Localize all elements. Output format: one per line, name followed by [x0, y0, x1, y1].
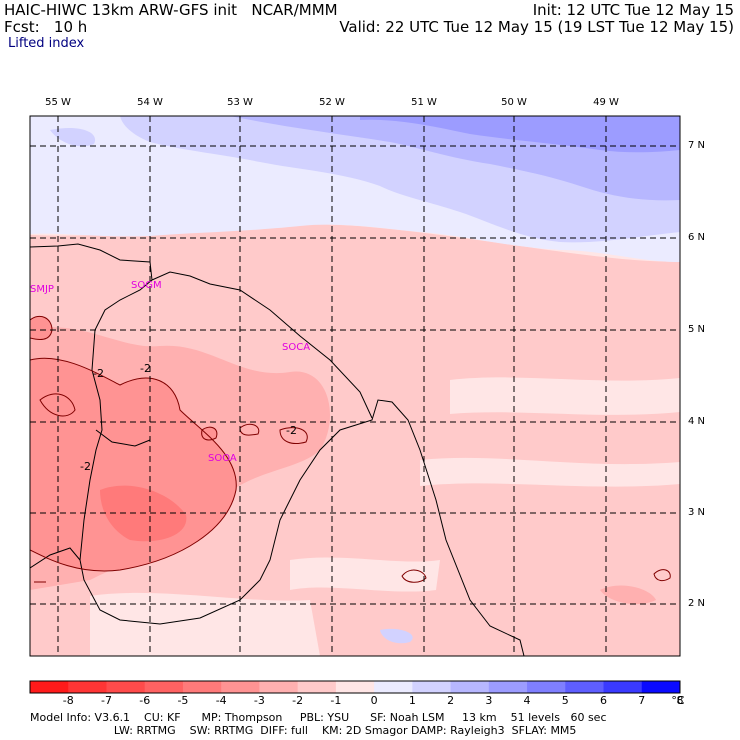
colorbar [30, 681, 681, 693]
colorbar-segment [565, 681, 605, 693]
contour-label: -2 [93, 367, 104, 380]
colorbar-segment [488, 681, 528, 693]
lon-label: 52 W [319, 97, 345, 108]
lon-label: 49 W [593, 97, 619, 108]
init-time: Init: 12 UTC Tue 12 May 15 [532, 1, 734, 19]
model-info-line-1: Model Info: V3.6.1 CU: KF MP: Thompson P… [30, 711, 607, 724]
colorbar-tick-label: 5 [561, 694, 569, 707]
colorbar-tick-label: 4 [523, 694, 531, 707]
lat-label: 6 N [688, 232, 706, 243]
colorbar-tick-label: 7 [638, 694, 646, 707]
colorbar-segment [374, 681, 413, 693]
station-label: SOOA [208, 453, 237, 464]
colorbar-tick-label: -7 [100, 694, 112, 707]
colorbar-segment [144, 681, 184, 693]
colorbar-tick-label: 0 [370, 694, 378, 707]
lon-label: 54 W [137, 97, 163, 108]
colorbar-segment [30, 681, 69, 693]
colorbar-segment [412, 681, 452, 693]
map-frame [29, 115, 681, 657]
colorbar-segment [297, 681, 337, 693]
colorbar-segment [106, 681, 146, 693]
colorbar-segment [527, 681, 566, 693]
contour-label: -2 [140, 362, 151, 375]
colorbar-tick-label: -5 [177, 694, 189, 707]
colorbar-segment [221, 681, 260, 693]
colorbar-segment [603, 681, 643, 693]
valid-time: Valid: 22 UTC Tue 12 May 15 (19 LST Tue … [339, 18, 734, 36]
colorbar-segment [182, 681, 222, 693]
field-name: Lifted index [8, 36, 85, 51]
colorbar-segment [450, 681, 490, 693]
lon-label: 50 W [501, 97, 527, 108]
colorbar-segment [335, 681, 375, 693]
station-label: SOCA [282, 342, 310, 353]
colorbar-segment [641, 681, 681, 693]
lat-label: 5 N [688, 324, 706, 335]
colorbar-tick-label: 8 [676, 694, 684, 707]
colorbar-tick-label: -6 [139, 694, 151, 707]
graticule [30, 116, 680, 656]
model-info-line-2: LW: RRTMG SW: RRTMG DIFF: full KM: 2D Sm… [30, 724, 577, 737]
lat-label: 7 N [688, 140, 706, 151]
colorbar-tick-label: 3 [485, 694, 493, 707]
lon-label: 53 W [227, 97, 253, 108]
lat-label: 4 N [688, 416, 706, 427]
model-title: HAIC-HIWC 13km ARW-GFS init NCAR/MMM [4, 1, 338, 19]
colorbar-frame [29, 680, 681, 694]
colorbar-tick-label: -8 [62, 694, 74, 707]
contour-label: -2 [80, 460, 91, 473]
colorbar-tick-label: -1 [330, 694, 342, 707]
colorbar-tick-label: 6 [600, 694, 608, 707]
forecast-hour: Fcst: 10 h [4, 18, 88, 36]
coastline [30, 243, 525, 656]
colorbar-tick-label: -4 [215, 694, 227, 707]
lat-label: 3 N [688, 507, 706, 518]
lon-label: 55 W [45, 97, 71, 108]
colorbar-tick-label: 1 [408, 694, 416, 707]
station-label: SMJP [30, 284, 54, 295]
colorbar-unit: °C [671, 694, 685, 707]
colorbar-tick-label: -3 [253, 694, 265, 707]
lon-label: 51 W [411, 97, 437, 108]
colorbar-tick-label: -2 [292, 694, 304, 707]
colorbar-tick-label: 2 [447, 694, 455, 707]
contour-label: -2 [286, 424, 297, 437]
colorbar-segment [259, 681, 299, 693]
lat-label: 2 N [688, 598, 706, 609]
station-label: SOGM [131, 280, 162, 291]
colorbar-segment [68, 681, 107, 693]
